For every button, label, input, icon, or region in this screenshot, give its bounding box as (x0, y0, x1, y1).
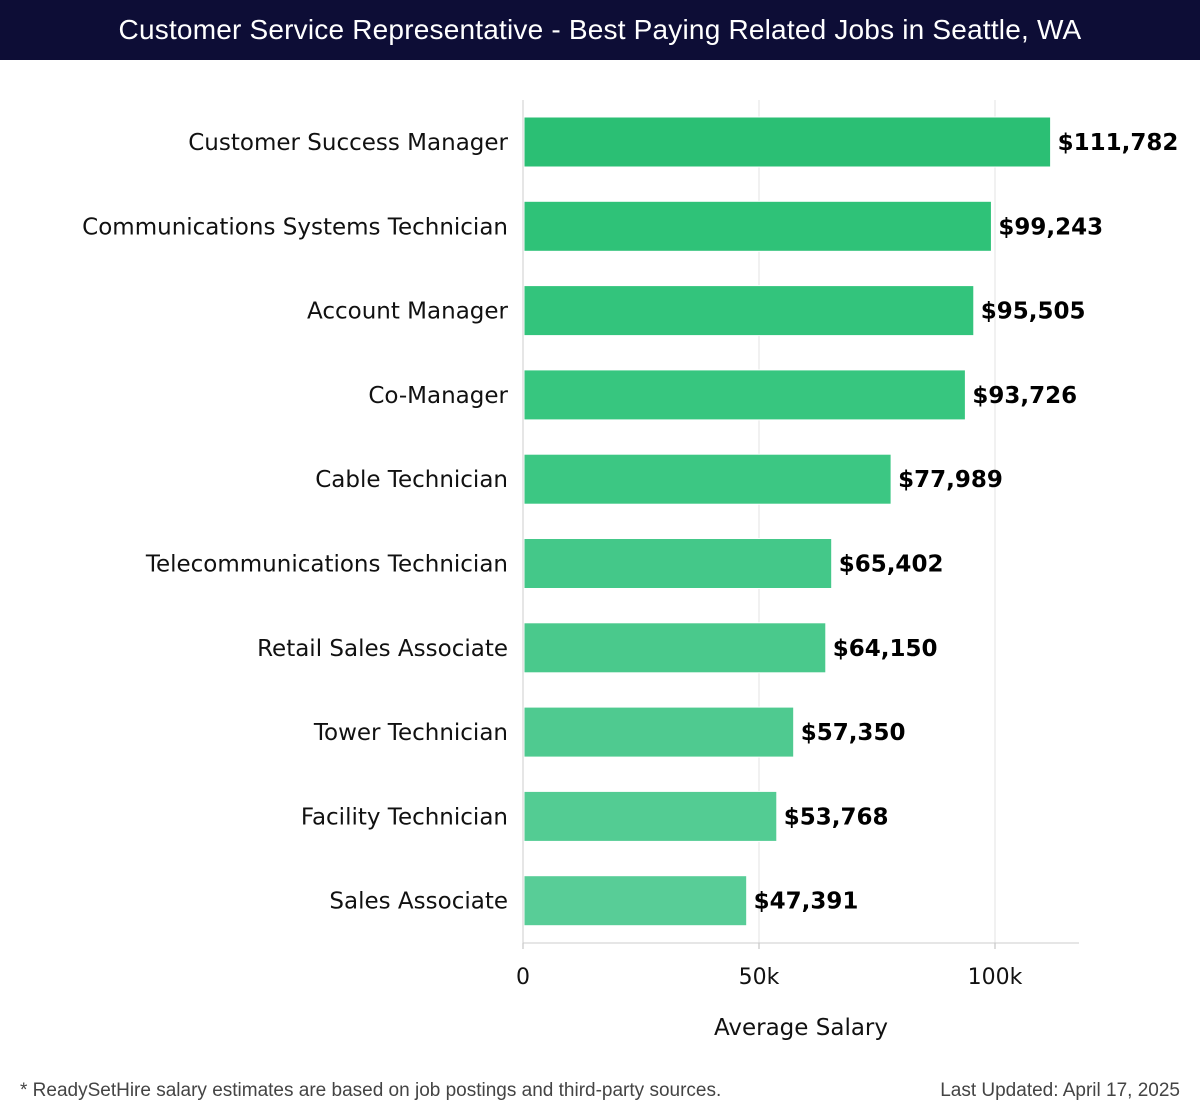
bar[interactable] (523, 453, 892, 505)
bar[interactable] (523, 116, 1052, 168)
value-label: $65,402 (839, 552, 944, 578)
x-tick-label: 0 (516, 965, 530, 990)
bar[interactable] (523, 285, 975, 337)
bar[interactable] (523, 790, 778, 842)
value-label: $99,243 (998, 214, 1103, 240)
category-label: Facility Technician (301, 804, 508, 830)
category-label: Account Manager (307, 299, 509, 325)
value-label: $64,150 (833, 636, 938, 662)
value-label: $57,350 (801, 720, 906, 746)
labels-layer: Customer Success Manager $111,782 Communic… (82, 130, 1178, 915)
x-tick-label: 50k (739, 965, 780, 990)
bar-chart: Customer Success Manager $111,782 Communic… (82, 100, 1178, 1041)
category-label: Telecommunications Technician (145, 552, 508, 578)
value-label: $53,768 (784, 804, 889, 830)
category-label: Cable Technician (315, 467, 508, 493)
footer-note: * ReadySetHire salary estimates are base… (20, 1080, 722, 1101)
footer-updated: Last Updated: April 17, 2025 (940, 1080, 1180, 1101)
bar[interactable] (523, 875, 748, 927)
category-label: Customer Success Manager (188, 130, 508, 156)
value-label: $95,505 (981, 299, 1086, 325)
value-label: $111,782 (1058, 130, 1179, 156)
axis-layer: 0 50k 100k Average Salary (516, 100, 1079, 1041)
category-label: Communications Systems Technician (82, 214, 508, 240)
value-label: $93,726 (972, 383, 1077, 409)
category-label: Co-Manager (368, 383, 508, 409)
x-tick-label: 100k (968, 965, 1023, 990)
value-label: $77,989 (898, 467, 1003, 493)
bar[interactable] (523, 369, 966, 421)
bar[interactable] (523, 622, 827, 674)
bar[interactable] (523, 706, 795, 758)
x-axis-title: Average Salary (714, 1015, 888, 1041)
category-label: Retail Sales Associate (257, 636, 508, 662)
bars-layer (523, 116, 1052, 927)
value-label: $47,391 (754, 889, 859, 915)
bar[interactable] (523, 200, 992, 252)
category-label: Sales Associate (329, 889, 508, 915)
category-label: Tower Technician (313, 720, 508, 746)
chart-title: Customer Service Representative - Best P… (0, 0, 1200, 60)
bar[interactable] (523, 538, 833, 589)
